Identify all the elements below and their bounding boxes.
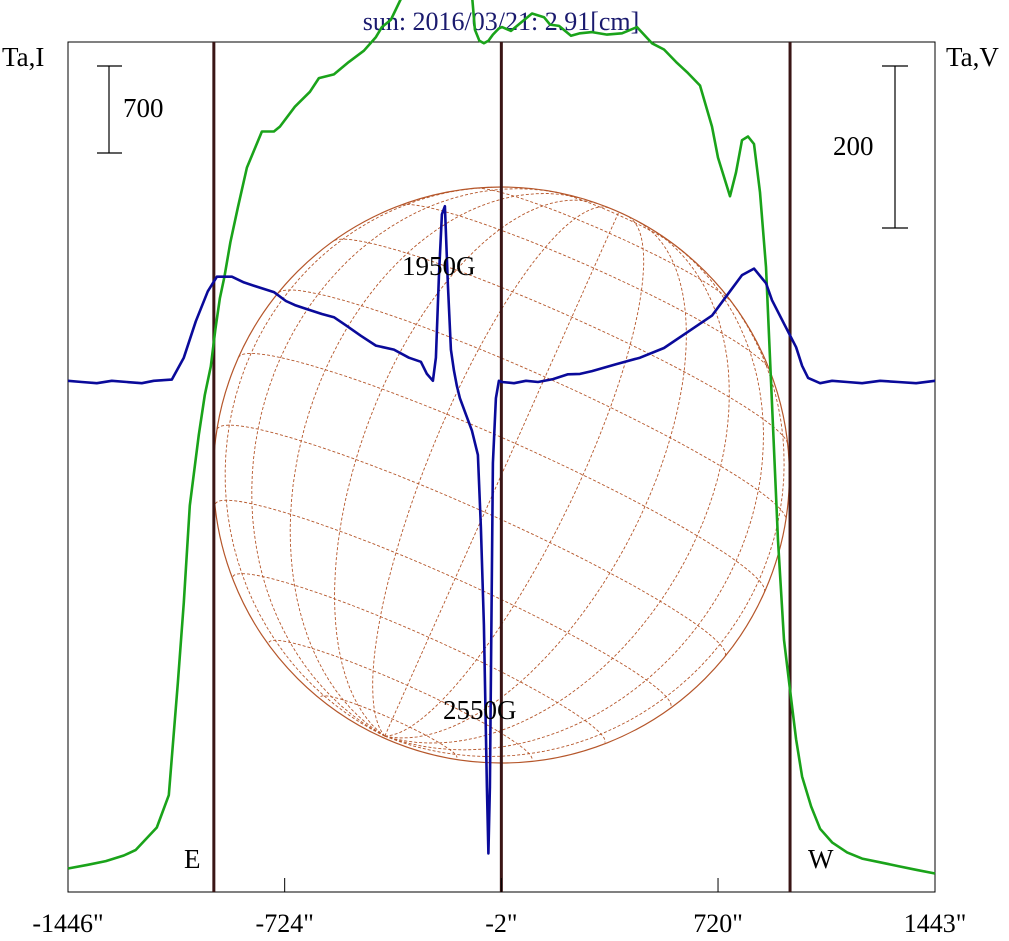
- scale-bar-left-label: 700: [123, 93, 164, 123]
- longitude-line: [384, 244, 764, 751]
- longitude-line: [372, 206, 609, 737]
- longitude-line: [334, 199, 598, 737]
- x-axis-ticks: -1446" -724" -2" 720" 1443": [32, 878, 966, 938]
- latitude-line: [477, 187, 732, 302]
- annotation-2550G: 2550G: [443, 695, 517, 725]
- longitude-line: [224, 186, 492, 737]
- series-line-polarization: [67, 204, 936, 855]
- solar-disk-grid: [212, 186, 790, 764]
- longitude-line: [384, 212, 620, 737]
- x-tick-label: -2": [485, 909, 517, 938]
- x-tick-label: -724": [256, 909, 314, 938]
- longitude-line: [384, 221, 687, 739]
- longitude-line: [384, 216, 645, 737]
- longitude-line: [251, 188, 557, 737]
- scale-bar-right-label: 200: [833, 131, 874, 161]
- latitude-line: [278, 289, 787, 520]
- right-axis-label: Ta,V: [946, 42, 999, 72]
- longitude-line: [384, 289, 785, 757]
- limb-lines: [212, 42, 792, 892]
- west-limb-label: W: [808, 844, 834, 874]
- annotation-1950G: 1950G: [402, 251, 476, 281]
- latitude-line: [216, 424, 726, 657]
- scale-bar-left: [97, 65, 122, 154]
- chart-title: sun: 2016/03/21: 2.91[cm]: [363, 7, 640, 36]
- x-tick-label: 1443": [904, 909, 967, 938]
- east-limb-label: E: [184, 844, 201, 874]
- x-tick-label: -1446": [32, 909, 103, 938]
- latitude-line: [214, 499, 672, 708]
- latitude-line: [232, 573, 606, 743]
- scale-bar-right: [882, 65, 908, 229]
- left-axis-label: Ta,I: [2, 42, 44, 72]
- x-tick-label: 720": [693, 909, 743, 938]
- longitude-line: [289, 193, 579, 737]
- latitude-line: [334, 238, 788, 443]
- series-group: [67, 0, 936, 875]
